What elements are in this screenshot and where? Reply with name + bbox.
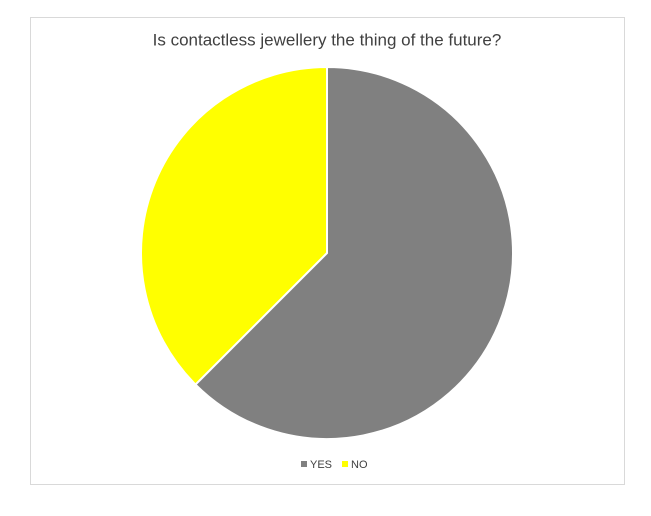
legend-swatch [301,461,307,467]
pie-slice [140,65,328,386]
legend-swatch [342,461,349,467]
legend-label: NO [351,459,368,471]
legend-label: YES [310,459,332,471]
pie-slice [194,65,514,440]
chart-title: Is contactless jewellery the thing of th… [153,30,502,49]
